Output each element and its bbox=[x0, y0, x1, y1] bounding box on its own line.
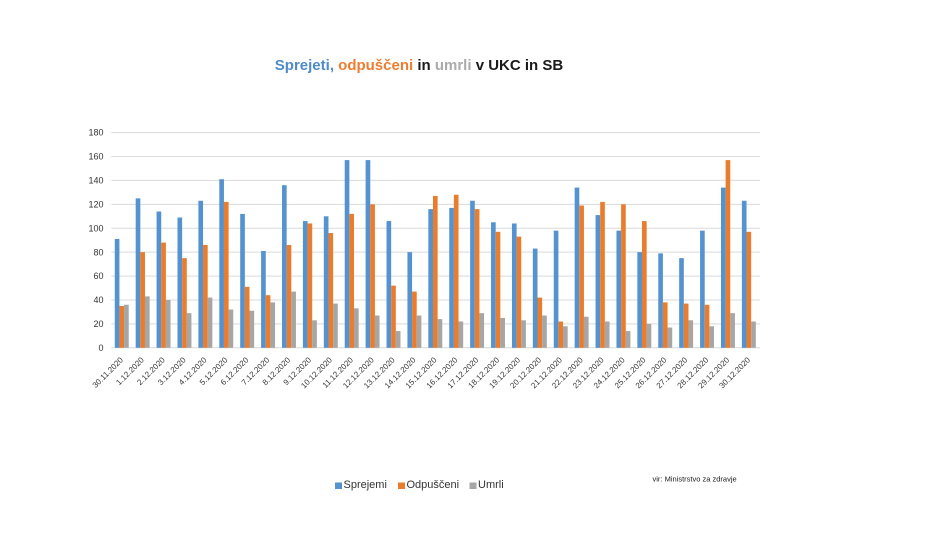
svg-text:Sprejeti, odpuščeni in umrli v: Sprejeti, odpuščeni in umrli v UKC in SB bbox=[275, 57, 564, 74]
svg-text:140: 140 bbox=[88, 176, 103, 186]
svg-text:100: 100 bbox=[88, 223, 103, 233]
svg-text:160: 160 bbox=[88, 152, 103, 162]
svg-text:40: 40 bbox=[93, 295, 103, 305]
svg-text:20: 20 bbox=[93, 319, 103, 329]
svg-text:0: 0 bbox=[98, 343, 103, 353]
svg-text:80: 80 bbox=[93, 247, 103, 257]
svg-text:Odpuščeni: Odpuščeni bbox=[407, 479, 460, 491]
svg-text:Umrli: Umrli bbox=[478, 479, 504, 491]
svg-text:120: 120 bbox=[88, 199, 103, 209]
svg-text:Sprejemi: Sprejemi bbox=[344, 479, 387, 491]
svg-text:vir: Ministrstvo za zdravje: vir: Ministrstvo za zdravje bbox=[653, 474, 737, 483]
svg-text:180: 180 bbox=[88, 128, 103, 138]
svg-text:60: 60 bbox=[93, 271, 103, 281]
